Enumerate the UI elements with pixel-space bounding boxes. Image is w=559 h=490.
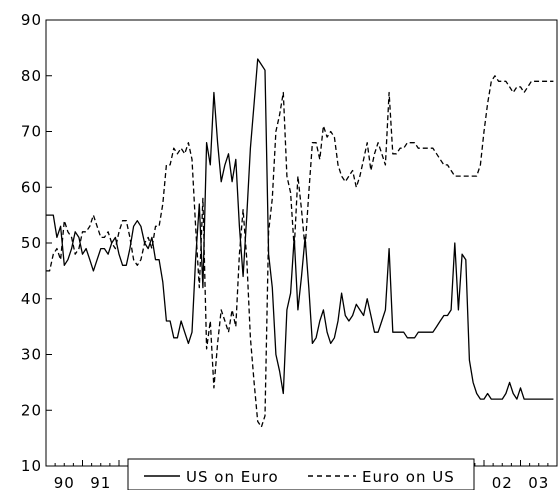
series-line-us-on-euro [46,58,554,400]
y-axis: 10 20 30 40 50 60 70 80 90 [21,11,52,475]
y-tick-label: 50 [21,234,42,252]
y-tick-label: 30 [21,346,42,364]
x-tick-label: 90 [54,474,75,490]
series-line-euro-on-us [46,75,554,428]
y-tick-label: 80 [21,67,42,85]
legend-label-euro-on-us: Euro on US [362,468,455,486]
legend-label-us-on-euro: US on Euro [186,468,279,486]
y-tick-label: 40 [21,290,42,308]
x-tick-label: 02 [492,474,513,490]
y-tick-label: 70 [21,123,42,141]
y-tick-label: 90 [21,11,42,29]
y-tick-label: 20 [21,401,42,419]
y-tick-label: 10 [21,457,42,475]
legend: US on Euro Euro on US [127,458,475,490]
y-tick-label: 60 [21,178,42,196]
legend-box [127,458,475,490]
x-tick-label: 91 [90,474,111,490]
x-tick-label: 03 [528,474,549,490]
series-layer [46,58,554,428]
